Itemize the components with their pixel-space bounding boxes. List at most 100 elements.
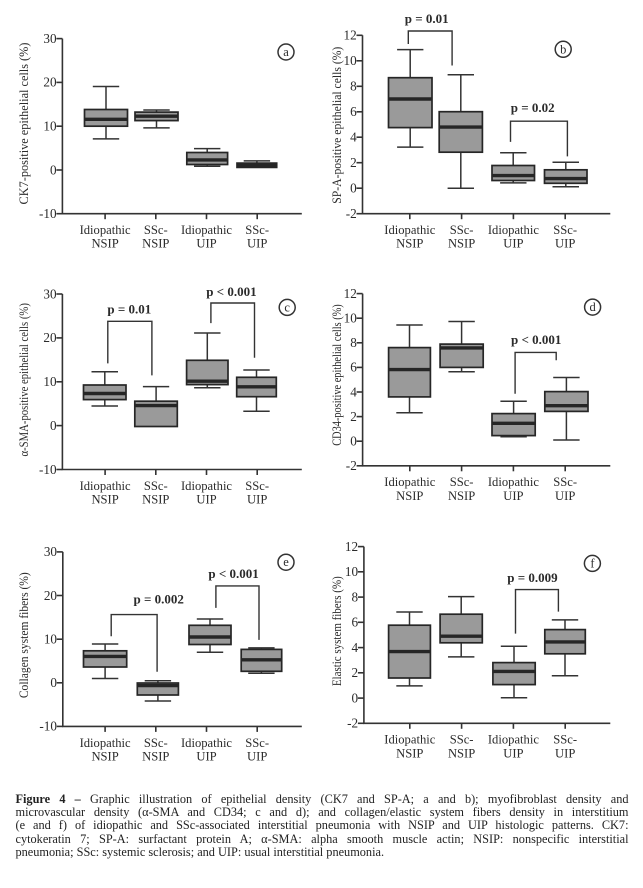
svg-text:d: d (589, 300, 596, 314)
svg-text:4: 4 (350, 130, 357, 145)
svg-text:20: 20 (43, 330, 57, 345)
svg-text:NSIP: NSIP (396, 489, 423, 503)
svg-text:Idiopathic: Idiopathic (80, 736, 131, 750)
svg-text:SSc-: SSc- (450, 223, 474, 237)
svg-text:0: 0 (50, 675, 57, 690)
svg-text:p = 0.002: p = 0.002 (134, 592, 184, 607)
svg-text:8: 8 (350, 79, 357, 94)
svg-text:SP-A-positive epithelial cells: SP-A-positive epithelial cells (%) (329, 47, 344, 204)
svg-text:UIP: UIP (503, 237, 523, 251)
svg-text:6: 6 (350, 360, 357, 375)
svg-text:0: 0 (50, 418, 57, 433)
svg-text:NSIP: NSIP (396, 237, 423, 251)
svg-text:2: 2 (350, 409, 357, 424)
svg-text:20: 20 (44, 588, 58, 603)
svg-text:-2: -2 (346, 458, 357, 473)
svg-text:Idiopathic: Idiopathic (488, 223, 539, 237)
svg-text:-10: -10 (39, 462, 57, 477)
svg-text:10: 10 (43, 374, 57, 389)
svg-text:CD34-positive epithelial cells: CD34-positive epithelial cells (%) (329, 304, 344, 446)
svg-text:SSc-: SSc- (553, 475, 577, 489)
svg-text:0: 0 (50, 162, 57, 177)
svg-text:NSIP: NSIP (448, 746, 475, 760)
svg-text:Idiopathic: Idiopathic (181, 223, 232, 237)
svg-text:UIP: UIP (555, 489, 575, 503)
svg-text:NSIP: NSIP (142, 493, 169, 507)
svg-text:12: 12 (344, 286, 357, 301)
svg-text:SSc-: SSc- (553, 733, 577, 747)
svg-text:0: 0 (350, 181, 357, 196)
svg-text:SSc-: SSc- (144, 223, 168, 237)
svg-text:c: c (284, 300, 290, 314)
svg-text:α-SMA-positive epithelial cell: α-SMA-positive epithelial cells (%) (16, 303, 31, 456)
svg-text:20: 20 (43, 75, 57, 90)
svg-text:UIP: UIP (555, 237, 575, 251)
svg-text:p = 0.01: p = 0.01 (107, 301, 151, 316)
svg-text:-10: -10 (39, 719, 57, 734)
svg-text:Idiopathic: Idiopathic (181, 479, 232, 493)
svg-text:NSIP: NSIP (448, 489, 475, 503)
svg-text:UIP: UIP (196, 493, 216, 507)
svg-text:p = 0.02: p = 0.02 (511, 100, 555, 115)
svg-text:2: 2 (350, 155, 357, 170)
svg-text:UIP: UIP (503, 489, 523, 503)
svg-text:UIP: UIP (196, 749, 216, 763)
svg-text:p < 0.001: p < 0.001 (511, 332, 561, 347)
svg-text:NSIP: NSIP (142, 749, 169, 763)
svg-text:p < 0.001: p < 0.001 (208, 566, 258, 581)
svg-text:0: 0 (350, 434, 357, 449)
svg-text:UIP: UIP (247, 749, 267, 763)
svg-text:NSIP: NSIP (448, 237, 475, 251)
svg-text:12: 12 (344, 28, 357, 43)
svg-text:NSIP: NSIP (396, 746, 423, 760)
svg-text:10: 10 (43, 119, 57, 134)
svg-text:f: f (590, 556, 595, 570)
svg-text:Idiopathic: Idiopathic (384, 733, 435, 747)
svg-text:Idiopathic: Idiopathic (488, 475, 539, 489)
svg-text:UIP: UIP (196, 237, 216, 251)
svg-text:SSc-: SSc- (144, 479, 168, 493)
svg-text:Idiopathic: Idiopathic (80, 479, 131, 493)
svg-text:10: 10 (44, 632, 58, 647)
svg-text:SSc-: SSc- (245, 479, 269, 493)
svg-text:a: a (283, 45, 289, 59)
svg-text:Idiopathic: Idiopathic (384, 475, 435, 489)
svg-text:2: 2 (352, 665, 359, 680)
svg-text:-2: -2 (346, 206, 357, 221)
svg-text:Collagen system fibers (%): Collagen system fibers (%) (16, 572, 31, 698)
svg-text:e: e (283, 555, 289, 569)
svg-text:UIP: UIP (247, 493, 267, 507)
svg-text:p = 0.01: p = 0.01 (405, 11, 449, 26)
svg-text:Elastic system fibers (%): Elastic system fibers (%) (329, 576, 344, 686)
svg-text:4: 4 (350, 384, 357, 399)
svg-text:UIP: UIP (247, 237, 267, 251)
svg-text:b: b (560, 42, 566, 56)
svg-text:NSIP: NSIP (91, 749, 118, 763)
svg-text:30: 30 (43, 31, 57, 46)
svg-text:Idiopathic: Idiopathic (384, 223, 435, 237)
svg-text:0: 0 (352, 690, 359, 705)
svg-text:30: 30 (43, 286, 57, 301)
svg-text:Idiopathic: Idiopathic (80, 223, 131, 237)
svg-text:10: 10 (344, 53, 358, 68)
svg-text:UIP: UIP (503, 746, 523, 760)
svg-text:30: 30 (44, 544, 58, 559)
svg-text:CK7-positive epithelial cells: CK7-positive epithelial cells (%) (16, 43, 31, 205)
svg-text:SSc-: SSc- (450, 475, 474, 489)
svg-text:6: 6 (352, 615, 359, 630)
svg-text:-10: -10 (39, 206, 57, 221)
svg-text:SSc-: SSc- (245, 736, 269, 750)
svg-text:p = 0.009: p = 0.009 (507, 570, 558, 585)
svg-text:NSIP: NSIP (91, 237, 118, 251)
svg-text:NSIP: NSIP (142, 237, 169, 251)
svg-text:Idiopathic: Idiopathic (181, 736, 232, 750)
svg-text:SSc-: SSc- (450, 733, 474, 747)
svg-text:SSc-: SSc- (553, 223, 577, 237)
svg-text:NSIP: NSIP (91, 493, 118, 507)
svg-text:4: 4 (352, 640, 359, 655)
svg-text:SSc-: SSc- (245, 223, 269, 237)
svg-text:12: 12 (345, 539, 358, 554)
svg-text:p < 0.001: p < 0.001 (206, 284, 256, 299)
svg-text:UIP: UIP (555, 746, 575, 760)
svg-text:-2: -2 (347, 716, 358, 731)
